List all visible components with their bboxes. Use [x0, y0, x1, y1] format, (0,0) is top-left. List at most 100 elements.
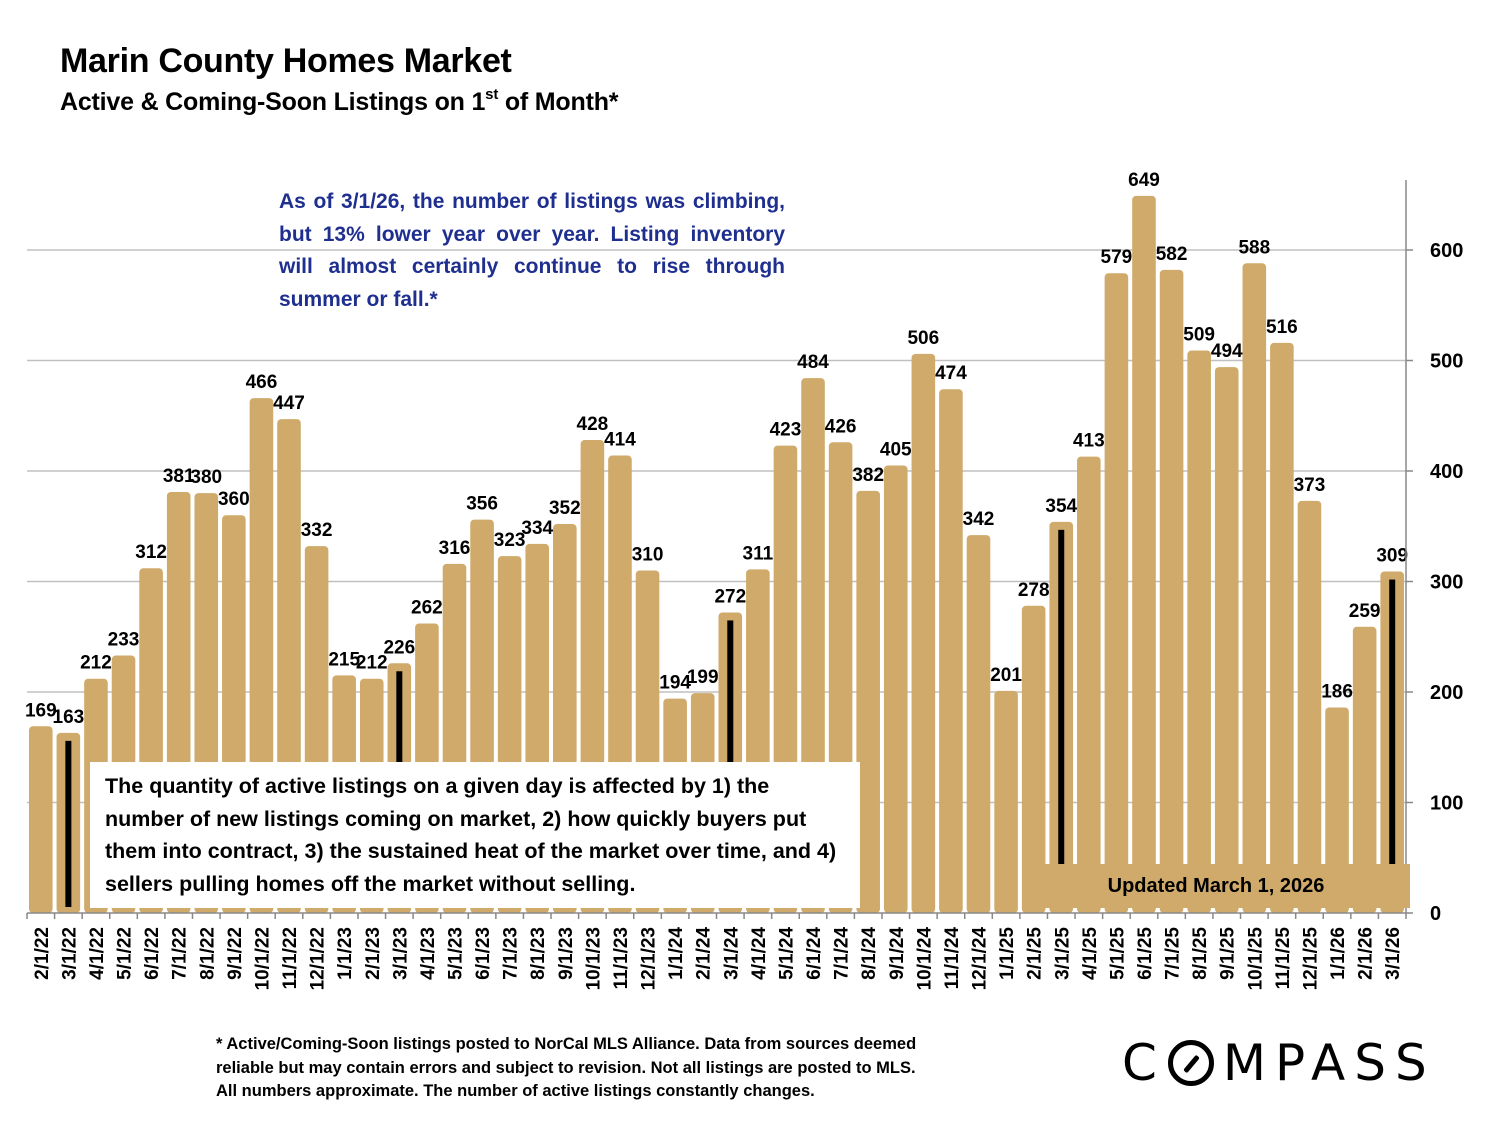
data-label: 382: [852, 465, 884, 486]
subtitle-main: Active & Coming-Soon Listings on 1: [60, 88, 486, 116]
data-label: 484: [797, 352, 829, 373]
bar: [939, 389, 963, 914]
data-label: 380: [190, 467, 222, 488]
march-marker: [65, 740, 72, 907]
bar: [994, 690, 1018, 913]
y-tick-label: 300: [1430, 572, 1463, 594]
compass-o-icon: [1167, 1040, 1214, 1086]
data-label: 506: [907, 328, 939, 349]
bar: [1325, 707, 1349, 913]
yoy-annotation: As of 3/1/26, the number of listings was…: [279, 190, 785, 311]
data-label: 212: [356, 653, 388, 674]
data-label: 212: [80, 653, 112, 674]
x-tick-label: 8/1/23: [528, 927, 549, 980]
x-tick-label: 3/1/26: [1383, 927, 1404, 980]
bar: [911, 353, 936, 913]
subtitle-superscript: st: [485, 86, 499, 103]
data-label: 588: [1238, 237, 1270, 258]
x-tick-label: 6/1/22: [142, 927, 163, 980]
x-tick-label: 11/1/24: [942, 927, 963, 990]
data-label: 199: [687, 667, 719, 688]
x-tick-label: 8/1/24: [859, 927, 880, 980]
explanation-box: The quantity of active listings on a giv…: [90, 762, 860, 908]
y-tick-label: 500: [1430, 351, 1463, 373]
y-tick-label: 100: [1430, 793, 1463, 815]
x-tick-label: 1/1/23: [335, 927, 356, 980]
data-label: 278: [1018, 580, 1050, 601]
data-label: 474: [935, 363, 967, 384]
data-label: 582: [1156, 244, 1188, 265]
x-tick-label: 1/1/24: [666, 927, 687, 980]
y-tick-label: 600: [1430, 240, 1463, 262]
data-label: 509: [1183, 325, 1215, 346]
x-tick-label: 2/1/25: [1025, 927, 1046, 980]
x-tick-label: 5/1/22: [115, 927, 136, 980]
y-tick-labels: 0 100 200 300 400 500 600: [1430, 240, 1463, 925]
data-label: 186: [1321, 681, 1353, 702]
data-label: 405: [880, 439, 912, 460]
bar: [1270, 342, 1294, 913]
data-label: 311: [743, 543, 774, 564]
x-tick-label: 3/1/24: [721, 927, 742, 980]
x-tick-label: 4/1/22: [87, 927, 108, 980]
x-tick-label: 7/1/25: [1163, 927, 1184, 980]
x-tick-label: 12/1/23: [639, 927, 660, 990]
x-tick-label: 2/1/23: [363, 927, 384, 980]
x-tick-label: 12/1/24: [970, 927, 991, 991]
x-tick-label: 3/1/23: [390, 927, 411, 980]
footnote-line: * Active/Coming-Soon listings posted to …: [216, 1035, 917, 1053]
x-tick-label: 3/1/22: [59, 927, 80, 980]
data-label: 342: [963, 509, 995, 530]
bar: [1242, 263, 1267, 913]
x-tick-label: 12/1/22: [308, 927, 329, 990]
data-label: 309: [1376, 546, 1408, 567]
march-marker: [1058, 529, 1065, 907]
x-tick-label: 7/1/23: [501, 927, 522, 980]
x-tick-label: 5/1/23: [445, 927, 466, 980]
bar: [1187, 350, 1211, 913]
updated-badge: Updated March 1, 2026: [1022, 864, 1410, 908]
march-marker: [1389, 579, 1396, 907]
data-label: 447: [273, 393, 305, 414]
data-label: 426: [825, 416, 857, 437]
chart-subtitle: Active & Coming-Soon Listings on 1st of …: [60, 86, 618, 117]
x-tick-label: 11/1/25: [1273, 927, 1294, 990]
bar: [1297, 500, 1322, 913]
bar: [1132, 195, 1156, 914]
data-label: 262: [411, 597, 443, 618]
axes: [26, 180, 1413, 919]
x-tick-label: 9/1/25: [1218, 927, 1239, 980]
bar: [883, 465, 908, 913]
data-label: 323: [494, 530, 526, 551]
data-label: 356: [466, 494, 498, 515]
data-label: 163: [53, 707, 85, 728]
x-tick-label: 10/1/22: [252, 927, 273, 990]
bar: [1104, 273, 1129, 914]
x-tick-label: 6/1/25: [1135, 927, 1156, 980]
bar: [29, 726, 53, 913]
y-tick-label: 0: [1430, 903, 1441, 925]
x-tick-label: 11/1/23: [611, 927, 632, 989]
data-label: 649: [1128, 170, 1160, 191]
x-tick-label: 10/1/25: [1245, 927, 1266, 991]
data-label: 428: [577, 414, 609, 435]
x-tick-label: 2/1/22: [32, 927, 53, 980]
x-tick-label: 8/1/22: [197, 927, 218, 980]
x-tick-label: 6/1/24: [804, 927, 825, 980]
bar: [966, 535, 991, 913]
data-label: 316: [439, 538, 471, 559]
x-tick-label: 4/1/25: [1080, 927, 1101, 980]
x-tick-label: 9/1/23: [556, 927, 577, 980]
data-label: 423: [770, 420, 802, 441]
x-tick-label: 6/1/23: [473, 927, 494, 980]
x-tick-label: 4/1/24: [749, 927, 770, 980]
data-label: 354: [1045, 496, 1077, 517]
data-label: 373: [1294, 475, 1326, 496]
data-label: 334: [521, 518, 553, 539]
data-label: 360: [218, 489, 250, 510]
x-tick-label: 1/1/26: [1328, 927, 1349, 980]
footnote-line: reliable but may contain errors and subj…: [216, 1058, 916, 1077]
data-label: 272: [714, 586, 746, 607]
data-label: 466: [246, 372, 278, 393]
